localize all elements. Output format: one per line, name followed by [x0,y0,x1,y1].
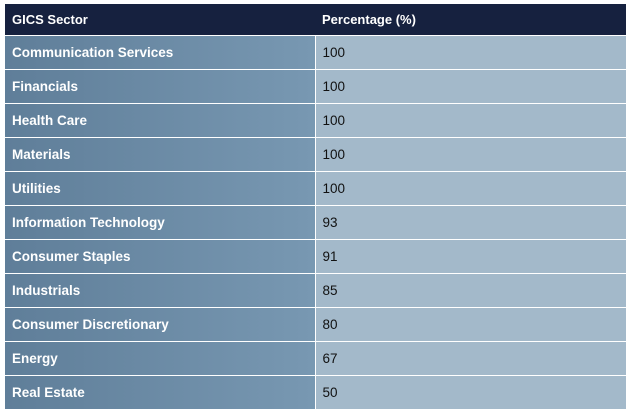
sector-cell: Energy [5,340,316,375]
table-row: Information Technology 93 [5,204,626,239]
header-sector: GICS Sector [5,4,315,35]
percentage-cell: 85 [315,272,626,307]
sector-cell: Materials [5,136,316,171]
sector-cell: Health Care [5,102,316,137]
percentage-cell: 67 [315,340,626,375]
sector-cell: Financials [5,68,316,103]
header-row: GICS Sector Percentage (%) [5,4,626,35]
table-row: Financials 100 [5,68,626,103]
percentage-cell: 100 [315,102,626,137]
percentage-cell: 50 [315,374,626,409]
percentage-cell: 100 [315,68,626,103]
table-row: Utilities 100 [5,170,626,205]
table-row: Energy 67 [5,340,626,375]
header-percentage: Percentage (%) [315,4,626,35]
percentage-cell: 91 [315,238,626,273]
sector-cell: Utilities [5,170,316,205]
table-row: Health Care 100 [5,102,626,137]
sector-cell: Industrials [5,272,316,307]
table-row: Consumer Staples 91 [5,238,626,273]
percentage-cell: 100 [315,34,626,69]
sector-table-container: GICS Sector Percentage (%) Communication… [5,4,626,411]
percentage-cell: 100 [315,170,626,205]
percentage-cell: 100 [315,136,626,171]
sector-cell: Real Estate [5,374,316,409]
table-row: Industrials 85 [5,272,626,307]
table-row: Materials 100 [5,136,626,171]
gics-sector-table: GICS Sector Percentage (%) Communication… [5,4,626,409]
sector-cell: Communication Services [5,34,316,69]
table-row: Communication Services 100 [5,34,626,69]
sector-cell: Information Technology [5,204,316,239]
table-row: Real Estate 50 [5,374,626,409]
sector-cell: Consumer Discretionary [5,306,316,341]
percentage-cell: 80 [315,306,626,341]
percentage-cell: 93 [315,204,626,239]
sector-cell: Consumer Staples [5,238,316,273]
table-row: Consumer Discretionary 80 [5,306,626,341]
